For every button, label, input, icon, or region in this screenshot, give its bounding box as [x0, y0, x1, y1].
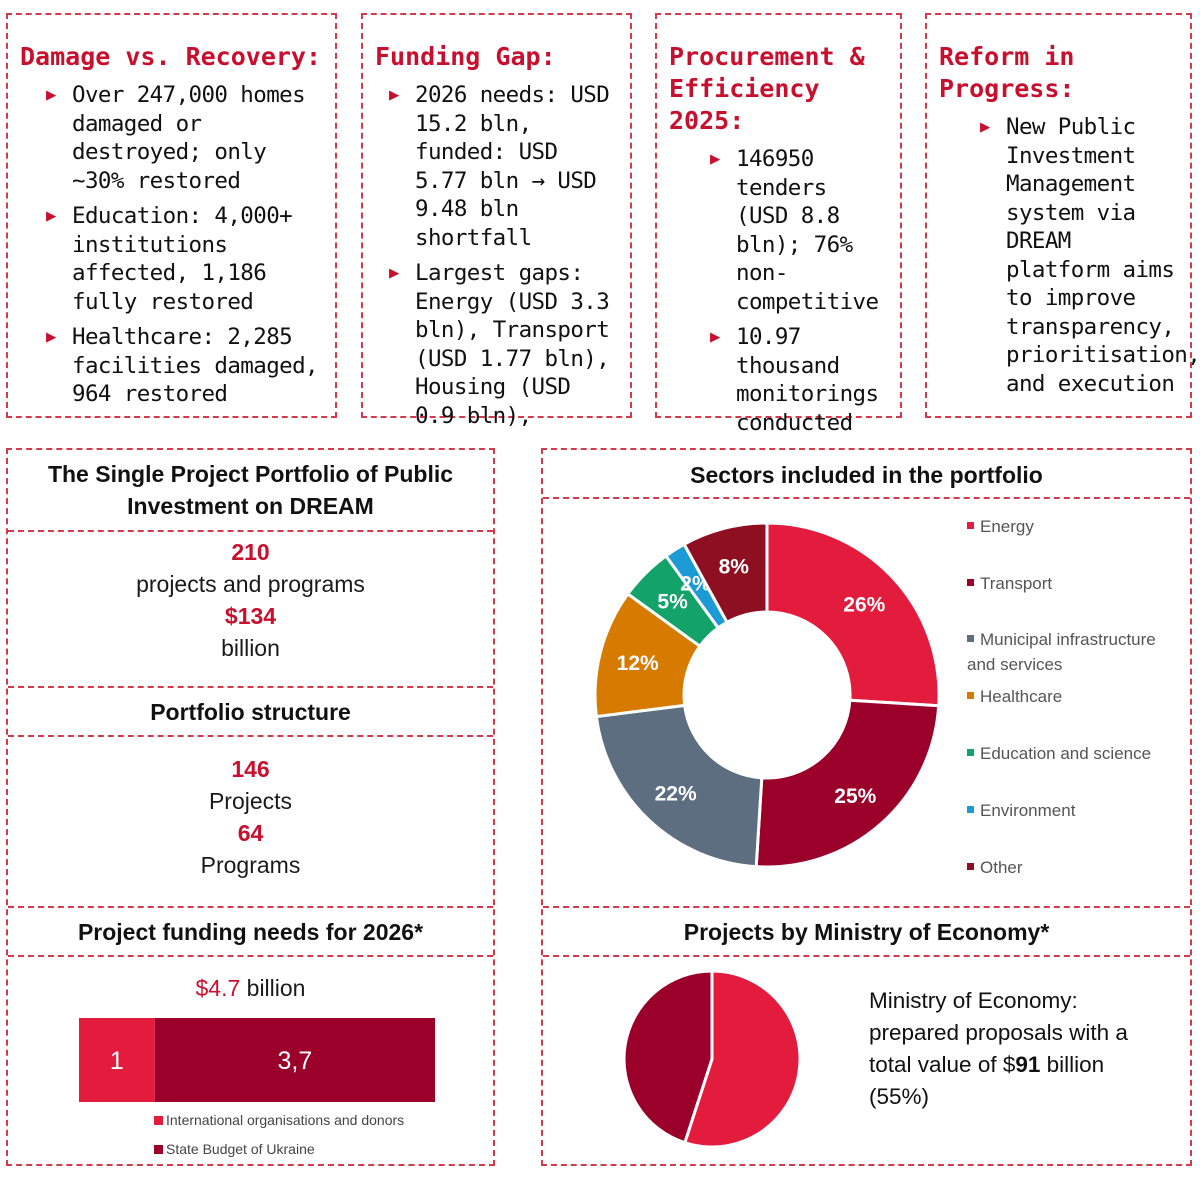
divider [8, 735, 493, 737]
sectors-donut-chart: 26%25%22%12%5%2%8% [593, 521, 941, 869]
list-item: New Public Investment Management system … [954, 113, 1200, 398]
funding-total-value: $4.7 [195, 975, 241, 1001]
bullet-list: 146950 tenders (USD 8.8 bln); 76% non-co… [669, 145, 890, 437]
bar-segment-0 [79, 1018, 155, 1102]
sectors-title: Sectors included in the portfolio [690, 462, 1043, 488]
list-item: 10.97 thousand monitorings conducted [684, 323, 890, 437]
donut-data-label: 8% [719, 556, 750, 579]
structure-projects-label: Projects [208, 788, 293, 814]
legend-swatch [154, 1144, 163, 1154]
card-title: Funding Gap: [375, 42, 556, 71]
bullet-list: New Public Investment Management system … [939, 113, 1200, 398]
legend-swatch [967, 749, 974, 757]
bar-data-label: 1 [110, 1047, 124, 1075]
donut-data-label: 12% [617, 652, 659, 675]
card-reform: Reform in Progress: New Public Investmen… [925, 13, 1200, 418]
divider [543, 955, 1190, 957]
legend-label: Municipal infrastructure and services [967, 630, 1156, 674]
legend-swatch [967, 522, 974, 530]
legend-label: Education and science [980, 744, 1152, 763]
funding-total-unit: billion [246, 975, 306, 1001]
legend-swatch [154, 1115, 163, 1125]
card-title: Procurement & Efficiency 2025: [669, 42, 865, 135]
legend-label: International organisations and donors [166, 1112, 405, 1128]
legend-item-transport: Transport [967, 571, 1187, 596]
list-item: 146950 tenders (USD 8.8 bln); 76% non-co… [684, 145, 890, 316]
portfolio-value: $134 [224, 603, 277, 629]
donut-slice-transport [754, 698, 941, 869]
legend-label: Healthcare [980, 687, 1063, 706]
ministry-text-suffix: billion (55%) [869, 1052, 1105, 1109]
divider [543, 497, 1190, 499]
portfolio-count-label: projects and programs [136, 571, 365, 597]
structure-programs-label: Programs [200, 852, 301, 878]
legend-swatch [967, 806, 974, 814]
donut-data-label: 26% [843, 594, 885, 617]
portfolio-title: The Single Project Portfolio of Public I… [47, 461, 454, 519]
legend-item-healthcare: Healthcare [967, 684, 1187, 709]
divider [543, 906, 1190, 908]
pie-slice-1 [622, 969, 714, 1145]
bullet-list: 2026 needs: USD 15.2 bln, funded: USD 5.… [375, 81, 620, 430]
bar-data-label: 3,7 [277, 1047, 312, 1075]
funding-title: Project funding needs for 2026* [77, 919, 424, 945]
legend-label: Energy [980, 517, 1034, 536]
funding-total: $4.7 billion [8, 972, 493, 1004]
donut-slice-energy [765, 521, 941, 708]
ministry-text-prefix: Ministry of Economy: prepared proposals … [869, 988, 1128, 1077]
portfolio-value-label: billion [221, 635, 280, 661]
legend-swatch [967, 635, 974, 643]
legend-item-education-and-science: Education and science [967, 741, 1187, 766]
bullet-list: Over 247,000 homes damaged or destroyed;… [20, 81, 325, 409]
legend-swatch [967, 863, 974, 871]
list-item: Largest gaps: Energy (USD 3.3 bln), Tran… [363, 259, 620, 430]
legend-item-state-budget: State Budget of Ukraine [154, 1141, 315, 1157]
legend-label: Environment [980, 801, 1076, 820]
structure-projects: 146 [231, 756, 270, 782]
divider [8, 530, 493, 532]
donut-data-label: 22% [655, 782, 697, 805]
ministry-pie-chart [622, 969, 802, 1149]
card-damage: Damage vs. Recovery: Over 247,000 homes … [6, 13, 337, 418]
legend-swatch [967, 692, 974, 700]
card-title: Reform in Progress: [939, 42, 1075, 103]
divider [8, 955, 493, 957]
ministry-title: Projects by Ministry of Economy* [683, 919, 1050, 945]
donut-data-label: 25% [834, 785, 876, 808]
portfolio-panel: The Single Project Portfolio of Public I… [6, 448, 495, 1166]
legend-label: Other [980, 858, 1023, 877]
card-title: Damage vs. Recovery: [20, 42, 322, 71]
structure-programs: 64 [237, 820, 264, 846]
card-procurement: Procurement & Efficiency 2025: 146950 te… [655, 13, 902, 436]
ministry-text-value: 91 [1015, 1052, 1041, 1077]
ministry-text: Ministry of Economy: prepared proposals … [869, 985, 1169, 1113]
legend-item-environment: Environment [967, 798, 1187, 823]
pie-slice-0 [682, 969, 802, 1149]
funding-stacked-bar: 1 3,7 [79, 1018, 435, 1102]
list-item: Over 247,000 homes damaged or destroyed;… [20, 81, 325, 195]
legend-label: Transport [980, 574, 1053, 593]
donut-slice-other [682, 521, 769, 625]
legend-item-municipal-infrastructure-and-services: Municipal infrastructure and services [967, 627, 1187, 677]
card-funding-gap: Funding Gap: 2026 needs: USD 15.2 bln, f… [361, 13, 632, 429]
list-item: 2026 needs: USD 15.2 bln, funded: USD 5.… [363, 81, 620, 252]
bar-segment-1 [154, 1018, 435, 1102]
legend-item-other: Other [967, 855, 1187, 880]
legend-item-energy: Energy [967, 514, 1187, 539]
list-item: Healthcare: 2,285 facilities damaged, 96… [20, 323, 325, 409]
portfolio-count: 210 [231, 539, 270, 565]
legend-label: State Budget of Ukraine [166, 1141, 315, 1157]
sectors-panel: Sectors included in the portfolio 26% 25%… [541, 448, 1192, 1166]
donut-data-label: 5% [657, 591, 688, 614]
list-item: Education: 4,000+ institutions affected,… [20, 202, 325, 316]
donut-slice-municipal-infrastructure-and-services [594, 703, 764, 869]
structure-title: Portfolio structure [150, 699, 351, 725]
legend-swatch [967, 579, 974, 587]
divider [8, 686, 493, 688]
divider [8, 906, 493, 908]
legend-item-donors: International organisations and donors [154, 1112, 404, 1128]
